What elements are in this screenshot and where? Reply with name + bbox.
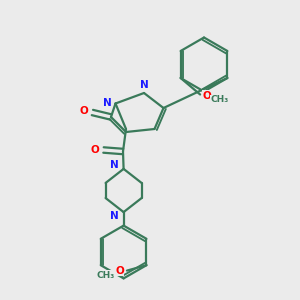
- Text: N: N: [140, 80, 148, 90]
- Text: O: O: [80, 106, 88, 116]
- Text: O: O: [202, 91, 211, 101]
- Text: N: N: [110, 211, 119, 221]
- Text: CH₃: CH₃: [211, 95, 229, 104]
- Text: O: O: [91, 145, 100, 155]
- Text: N: N: [110, 160, 119, 170]
- Text: N: N: [103, 98, 112, 109]
- Text: CH₃: CH₃: [96, 271, 115, 280]
- Text: O: O: [115, 266, 124, 276]
